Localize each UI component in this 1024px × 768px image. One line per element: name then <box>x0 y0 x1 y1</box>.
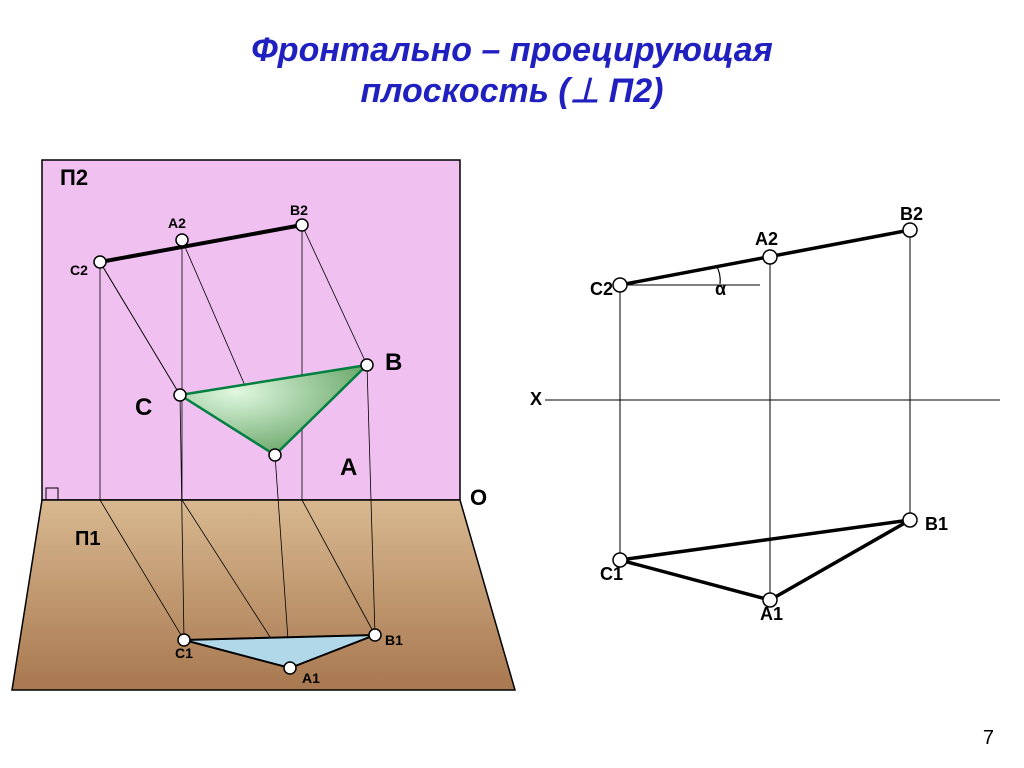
svg-text:B2: B2 <box>290 202 308 218</box>
diagram-svg: П2 П1 A B C A1 B1 C1 A2 B2 C2 O Xα A2 B2 C2 A1 B1 C1 <box>0 0 1024 768</box>
svg-text:X: X <box>530 389 542 409</box>
svg-text:C2: C2 <box>70 262 88 278</box>
svg-text:П2: П2 <box>60 165 88 190</box>
svg-text:B1: B1 <box>385 632 403 648</box>
svg-text:B: B <box>385 349 402 376</box>
page-number: 7 <box>983 727 994 750</box>
svg-text:O: O <box>470 485 487 510</box>
svg-text:A2: A2 <box>755 229 778 249</box>
svg-text:C2: C2 <box>590 279 613 299</box>
svg-text:C1: C1 <box>175 645 193 661</box>
svg-text:B2: B2 <box>900 204 923 224</box>
svg-text:B1: B1 <box>925 514 948 534</box>
svg-text:A2: A2 <box>168 215 186 231</box>
svg-text:α: α <box>715 279 726 299</box>
left-3d-diagram: П2 П1 A B C A1 B1 C1 A2 B2 C2 O <box>12 160 515 690</box>
right-epure-diagram: Xα A2 B2 C2 A1 B1 C1 <box>530 204 1000 624</box>
svg-text:C: C <box>135 394 152 421</box>
svg-text:A: A <box>340 454 357 481</box>
svg-text:П1: П1 <box>75 528 101 550</box>
svg-text:C1: C1 <box>600 564 623 584</box>
slide-root: Фронтально – проецирующая плоскость (⊥ П… <box>0 0 1024 768</box>
svg-text:A1: A1 <box>760 604 783 624</box>
svg-text:A1: A1 <box>302 670 320 686</box>
